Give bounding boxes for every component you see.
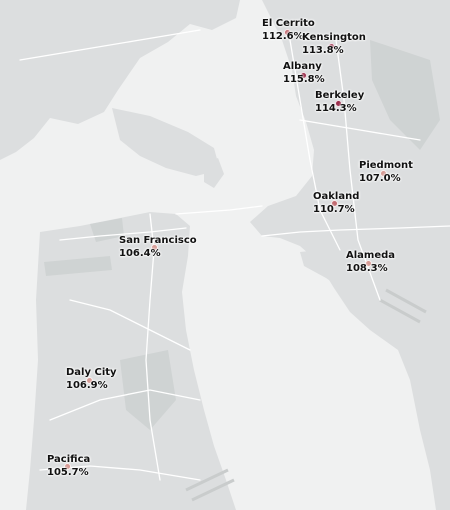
marker-dot[interactable]	[334, 99, 342, 107]
city-value: 108.3%	[346, 263, 388, 274]
city-name: Oakland	[313, 191, 360, 202]
marker-dot[interactable]	[330, 199, 338, 207]
marker-dot[interactable]	[150, 243, 158, 251]
marker-dot[interactable]	[283, 28, 291, 36]
city-label: Albany 115.8%	[283, 60, 325, 86]
city-name: Berkeley	[315, 90, 365, 101]
city-value: 110.7%	[313, 204, 355, 215]
marker-dot[interactable]	[379, 169, 387, 177]
city-value: 112.6%	[262, 31, 304, 42]
city-name: Alameda	[346, 250, 396, 261]
city-label: San Francisco 106.4%	[119, 234, 197, 260]
city-name: San Francisco	[119, 235, 197, 246]
city-label: Kensington 113.8%	[302, 31, 366, 57]
airport-runways	[185, 288, 427, 502]
city-value: 113.8%	[302, 45, 344, 56]
city-value: 105.7%	[47, 467, 89, 478]
marker-dot[interactable]	[85, 376, 93, 384]
city-name: Albany	[283, 61, 322, 72]
city-name: El Cerrito	[262, 18, 315, 29]
marker-dot[interactable]	[364, 259, 372, 267]
city-name: Piedmont	[359, 160, 413, 171]
marker-dot[interactable]	[63, 462, 71, 470]
marker-dot[interactable]	[299, 71, 307, 79]
city-value: 106.9%	[66, 380, 108, 391]
city-label: Oakland 110.7%	[313, 190, 359, 216]
park-golden-gate	[44, 256, 112, 276]
city-name: Daly City	[66, 367, 117, 378]
city-value: 114.3%	[315, 103, 357, 114]
city-label: El Cerrito 112.6%	[262, 17, 315, 43]
city-label: Pacifica 105.7%	[47, 453, 90, 479]
land-angel-island	[204, 158, 224, 188]
city-value: 106.4%	[119, 248, 161, 259]
city-label: Alameda 108.3%	[346, 249, 395, 275]
park-east-hills	[370, 40, 440, 150]
city-value: 107.0%	[359, 173, 401, 184]
land-marin-peninsula	[112, 108, 220, 176]
land-marin	[0, 0, 240, 160]
city-value: 115.8%	[283, 74, 325, 85]
city-label: Daly City 106.9%	[66, 366, 117, 392]
marker-dot[interactable]	[327, 42, 335, 50]
city-name: Kensington	[302, 32, 366, 43]
city-label: Berkeley 114.3%	[315, 89, 364, 115]
city-label: Piedmont 107.0%	[359, 159, 413, 185]
city-name: Pacifica	[47, 454, 91, 465]
